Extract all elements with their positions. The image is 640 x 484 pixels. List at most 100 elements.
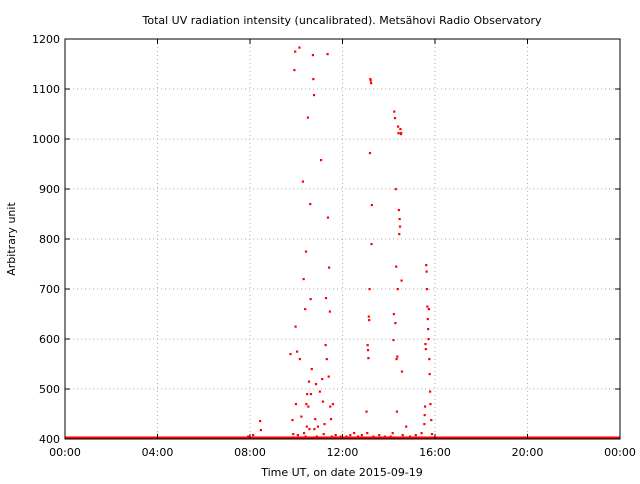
data-point bbox=[296, 434, 299, 437]
data-point bbox=[405, 425, 408, 428]
data-point bbox=[369, 78, 372, 81]
data-point bbox=[398, 233, 401, 236]
data-point bbox=[309, 393, 313, 396]
data-point bbox=[304, 250, 308, 253]
x-tick-label: 20:00 bbox=[512, 446, 544, 459]
data-point bbox=[393, 110, 396, 113]
data-point bbox=[325, 358, 328, 361]
data-point bbox=[312, 78, 315, 81]
data-point bbox=[429, 403, 432, 406]
data-point bbox=[306, 393, 309, 396]
data-point bbox=[370, 82, 373, 85]
data-point bbox=[393, 117, 397, 120]
data-point bbox=[397, 132, 400, 135]
data-point bbox=[310, 368, 313, 371]
data-point bbox=[400, 132, 403, 135]
data-point bbox=[400, 279, 403, 282]
data-point bbox=[397, 125, 400, 128]
data-point bbox=[369, 79, 372, 82]
data-point bbox=[430, 433, 434, 436]
data-point bbox=[397, 209, 400, 212]
data-point bbox=[328, 266, 331, 269]
data-point bbox=[391, 432, 394, 435]
data-point bbox=[424, 348, 427, 351]
data-point bbox=[425, 270, 428, 273]
y-tick-label: 500 bbox=[39, 383, 60, 396]
data-point bbox=[331, 403, 335, 406]
data-point bbox=[414, 434, 417, 437]
data-point bbox=[305, 425, 308, 428]
data-point bbox=[383, 435, 387, 438]
data-point bbox=[321, 378, 324, 381]
data-point bbox=[339, 435, 342, 438]
data-point bbox=[366, 432, 369, 435]
data-point bbox=[292, 433, 295, 436]
y-tick-label: 800 bbox=[39, 233, 60, 246]
y-tick-label: 1100 bbox=[32, 83, 60, 96]
data-point bbox=[370, 243, 373, 246]
data-point bbox=[428, 390, 432, 393]
data-point bbox=[294, 403, 298, 406]
data-point bbox=[322, 433, 325, 436]
data-point bbox=[321, 400, 325, 403]
data-point bbox=[294, 50, 297, 53]
data-point bbox=[428, 358, 431, 361]
data-point bbox=[324, 297, 328, 300]
data-point bbox=[311, 54, 315, 57]
data-point bbox=[360, 434, 363, 437]
x-tick-label: 16:00 bbox=[419, 446, 451, 459]
data-point bbox=[294, 325, 297, 328]
data-point bbox=[394, 322, 397, 325]
data-point bbox=[394, 188, 397, 191]
y-tick-label: 400 bbox=[39, 433, 60, 446]
data-points bbox=[247, 46, 434, 438]
data-point bbox=[259, 429, 262, 432]
y-tick-label: 600 bbox=[39, 333, 60, 346]
data-point bbox=[427, 308, 431, 311]
data-point bbox=[326, 53, 329, 56]
data-point bbox=[318, 390, 321, 393]
data-point bbox=[302, 278, 305, 281]
data-point bbox=[395, 410, 399, 413]
data-point bbox=[314, 418, 317, 421]
data-point bbox=[300, 415, 303, 418]
data-point bbox=[349, 434, 352, 437]
y-tick-label: 700 bbox=[39, 283, 60, 296]
data-point bbox=[408, 435, 412, 438]
y-tick-label: 900 bbox=[39, 183, 60, 196]
data-point bbox=[400, 370, 404, 373]
data-point bbox=[327, 375, 330, 378]
data-point bbox=[313, 428, 316, 431]
data-point bbox=[396, 355, 399, 358]
data-point bbox=[368, 319, 371, 322]
data-point bbox=[370, 204, 373, 207]
data-point bbox=[425, 264, 428, 267]
data-point bbox=[312, 94, 316, 97]
axis-ticks: 00:00 04:00 08:00 12:00 16:00 20:00 00:0040050… bbox=[32, 33, 636, 459]
data-point bbox=[323, 423, 326, 426]
data-point bbox=[302, 432, 306, 435]
data-point bbox=[353, 432, 356, 435]
data-point bbox=[356, 435, 360, 438]
data-point bbox=[392, 313, 395, 316]
data-point bbox=[305, 403, 308, 406]
data-point bbox=[304, 435, 307, 438]
data-point bbox=[401, 434, 404, 437]
data-point bbox=[366, 344, 369, 347]
x-axis-label: Time UT, on date 2015-09-19 bbox=[260, 466, 423, 479]
chart-title: Total UV radiation intensity (uncalibrat… bbox=[142, 14, 542, 27]
data-point bbox=[378, 434, 381, 437]
x-tick-label: 12:00 bbox=[327, 446, 359, 459]
data-point bbox=[298, 358, 301, 361]
data-point bbox=[389, 435, 392, 438]
data-point bbox=[329, 405, 332, 408]
y-axis-label: Arbitrary unit bbox=[5, 202, 18, 276]
data-point bbox=[306, 116, 310, 119]
data-point bbox=[396, 288, 399, 291]
data-point bbox=[368, 288, 371, 291]
data-point bbox=[315, 435, 318, 438]
data-point bbox=[398, 218, 401, 221]
data-point bbox=[427, 338, 430, 341]
data-point bbox=[424, 343, 427, 346]
